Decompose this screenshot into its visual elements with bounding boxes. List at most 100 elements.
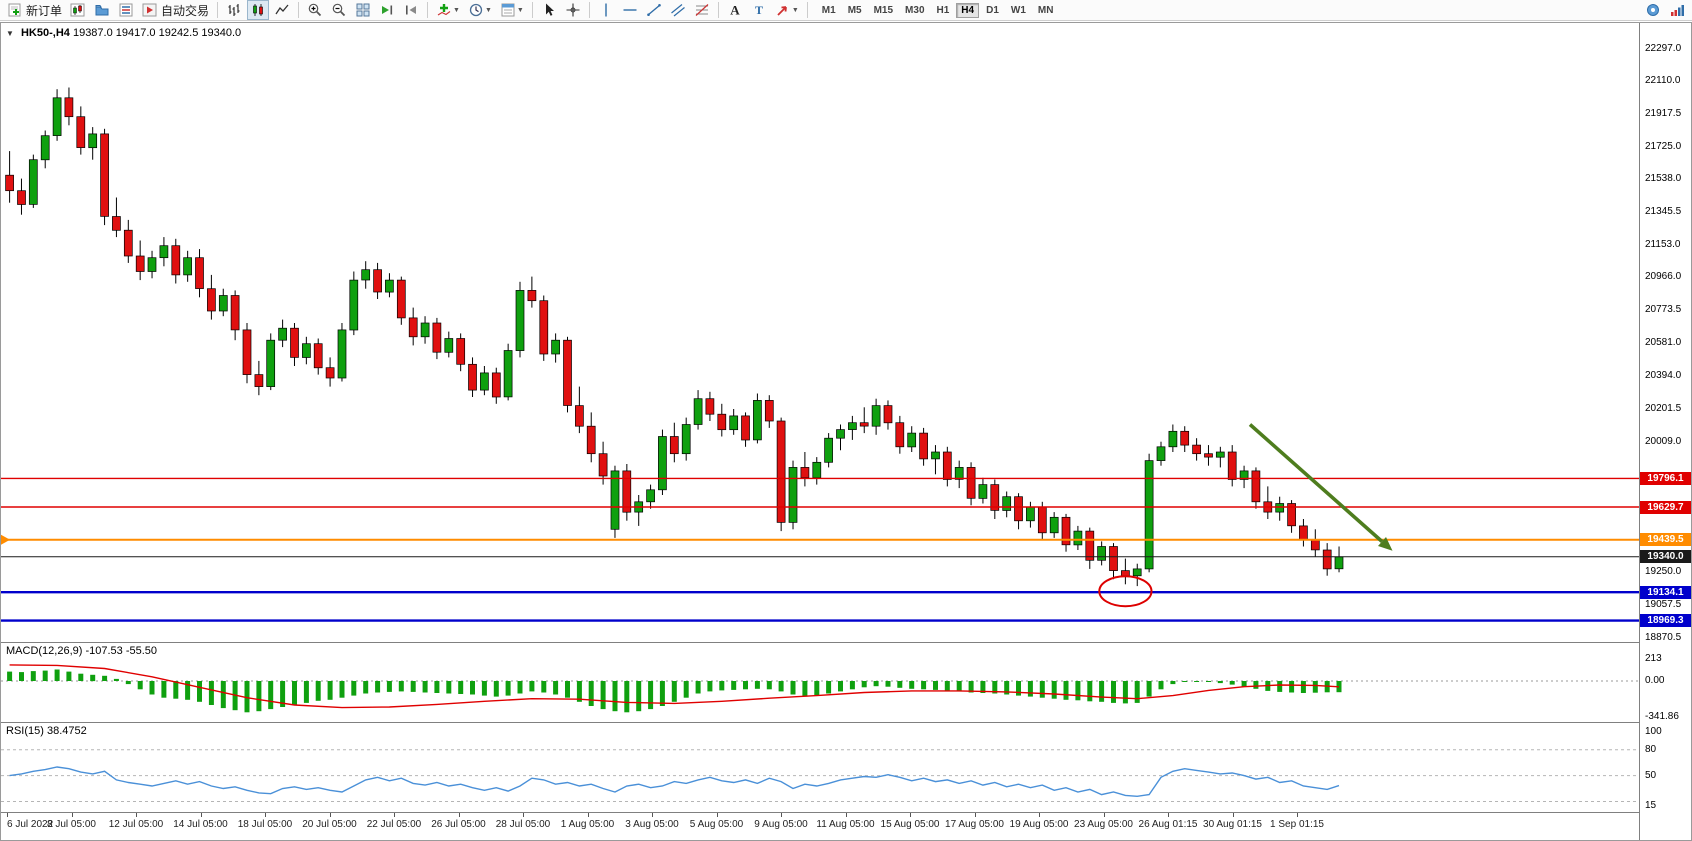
vertical-line-button[interactable] [595, 0, 617, 20]
zoom-in-button[interactable] [304, 0, 326, 20]
rsi-indicator-label: RSI(15) 38.4752 [6, 725, 87, 737]
macd-histogram-bar [315, 681, 321, 701]
timeframe-button-MN[interactable]: MN [1037, 4, 1054, 16]
connection-status-button[interactable] [1666, 0, 1688, 20]
candle-body [610, 470, 620, 530]
price-tick-label: 20773.5 [1645, 304, 1682, 316]
timeframe-button-M15[interactable]: M15 [873, 4, 894, 16]
fibonacci-button[interactable] [691, 0, 713, 20]
arrows-button[interactable]: ▼ [772, 0, 802, 20]
candle-body [266, 339, 276, 387]
candle-body [64, 97, 74, 118]
crosshair-button[interactable] [562, 0, 584, 20]
timeframe-button-M5[interactable]: M5 [847, 4, 862, 16]
macd-histogram-bar [838, 681, 843, 692]
candle-body [123, 229, 133, 257]
channel-button[interactable] [667, 0, 689, 20]
candle-body [966, 467, 976, 499]
macd-histogram-bar [185, 681, 191, 700]
timeframe-button-D1[interactable]: D1 [986, 4, 999, 16]
toolbar-separator [806, 2, 808, 18]
chart-canvas[interactable] [1, 23, 1639, 840]
toolbar-separator [217, 2, 219, 18]
candle-body [907, 432, 917, 448]
zoom-out-button[interactable] [328, 0, 350, 20]
market-watch-button[interactable] [115, 0, 137, 20]
templates-button[interactable]: ▼ [497, 0, 527, 20]
time-tick [1103, 813, 1105, 817]
new-order-label: 新订单 [26, 3, 63, 18]
notification-button[interactable] [1642, 0, 1664, 20]
macd-histogram-bar [42, 670, 48, 681]
macd-histogram-bar [1312, 681, 1318, 693]
timeframe-button-H1[interactable]: H1 [936, 4, 950, 16]
new-order-button[interactable]: 新订单 [4, 0, 65, 20]
one-click-trading-toggle[interactable]: ▼ [6, 29, 14, 38]
macd-panel-splitter[interactable] [1, 642, 1691, 643]
price-axis[interactable]: 22297.0 22110.0 21917.5 21725.0 21538.0 21345… [1639, 23, 1691, 840]
chart-header: ▼ HK50-,H4 19387.0 19417.0 19242.5 19340… [6, 27, 241, 39]
macd-histogram-bar [873, 681, 879, 687]
horizontal-line-button[interactable] [619, 0, 641, 20]
timeframe-button-M1[interactable]: M1 [821, 4, 836, 16]
macd-histogram-bar [1158, 681, 1164, 690]
new-chart-button[interactable] [67, 0, 89, 20]
macd-histogram-bar [826, 681, 832, 694]
timeframe-button-H4[interactable]: H4 [956, 2, 980, 18]
time-label: 1 Sep 01:15 [1270, 819, 1324, 830]
text-label-button[interactable]: T [748, 0, 770, 20]
macd-histogram-bar [505, 681, 511, 696]
chart-window: ▼ HK50-,H4 19387.0 19417.0 19242.5 19340… [0, 22, 1692, 841]
chart-plot-area[interactable] [1, 23, 1639, 840]
tile-windows-button[interactable] [352, 0, 374, 20]
candle-body [563, 339, 572, 406]
text-button[interactable]: A [724, 0, 746, 20]
candle-body [456, 338, 466, 365]
macd-histogram-bar [1075, 681, 1081, 701]
macd-axis-label: 213 [1645, 652, 1662, 664]
candle-body [28, 159, 38, 205]
candle-body [1180, 430, 1190, 446]
candlestick-button[interactable] [247, 0, 270, 20]
candle-body [290, 327, 299, 358]
zoom-in-icon [307, 2, 323, 18]
candle-body [1132, 568, 1142, 577]
macd-histogram-bar [933, 681, 938, 690]
trendline-button[interactable] [643, 0, 665, 20]
candle-body [836, 429, 845, 439]
time-tick [652, 813, 653, 817]
cursor-button[interactable] [538, 0, 560, 20]
candle-body [1299, 525, 1308, 541]
candle-body [254, 374, 264, 387]
price-line-tag: 19134.1 [1640, 585, 1691, 599]
line-chart-icon [274, 2, 290, 18]
time-tick [1232, 813, 1234, 817]
time-label: 28 Jul 05:00 [495, 819, 551, 830]
macd-histogram-bar [386, 681, 392, 692]
price-tick-label: 22110.0 [1645, 74, 1681, 86]
time-axis[interactable]: 6 Jul 2022 8 Jul 05:00 12 Jul 05:00 14 Jul … [1, 813, 1639, 840]
auto-trading-button[interactable]: 自动交易 [139, 0, 212, 20]
bar-chart-button[interactable] [223, 0, 245, 20]
price-tick-label: 20394.0 [1645, 369, 1682, 381]
line-chart-button[interactable] [271, 0, 293, 20]
timeframe-button-M30[interactable]: M30 [905, 4, 925, 16]
candle-body [349, 279, 359, 331]
macd-histogram-bar [90, 674, 96, 682]
auto-trading-label: 自动交易 [161, 3, 210, 18]
candle-body [1275, 503, 1285, 513]
profiles-button[interactable] [91, 0, 113, 20]
macd-histogram-bar [292, 681, 297, 705]
macd-histogram-bar [208, 681, 214, 705]
auto-scroll-button[interactable] [376, 0, 398, 20]
chart-shift-button[interactable] [400, 0, 422, 20]
candle-body [1251, 470, 1261, 503]
periods-button[interactable]: ▼ [465, 0, 495, 20]
macd-histogram-bar [339, 681, 345, 698]
new-order-icon [7, 2, 23, 18]
indicators-button[interactable]: ▼ [433, 0, 463, 20]
macd-histogram-bar [968, 681, 974, 693]
time-tick [1297, 813, 1298, 817]
timeframe-button-W1[interactable]: W1 [1010, 4, 1026, 16]
rsi-panel-splitter[interactable] [1, 722, 1691, 723]
